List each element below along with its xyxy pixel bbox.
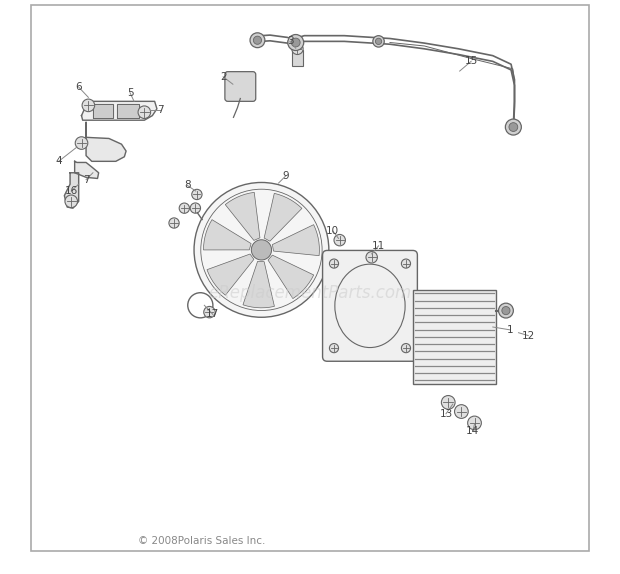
Polygon shape (203, 220, 251, 250)
Text: 4: 4 (55, 156, 62, 166)
Text: © 2008Polaris Sales Inc.: © 2008Polaris Sales Inc. (138, 536, 265, 546)
Text: 17: 17 (206, 309, 219, 319)
Circle shape (254, 36, 262, 44)
Text: 13: 13 (440, 409, 453, 419)
Text: 15: 15 (464, 56, 477, 67)
Text: 9: 9 (283, 170, 290, 181)
Circle shape (467, 416, 481, 430)
Text: 12: 12 (521, 331, 535, 340)
Circle shape (75, 137, 88, 149)
Circle shape (502, 307, 510, 315)
Circle shape (288, 34, 304, 51)
Polygon shape (264, 193, 302, 241)
Circle shape (366, 251, 378, 263)
Polygon shape (86, 122, 126, 161)
Circle shape (329, 344, 339, 352)
Text: 6: 6 (76, 82, 82, 92)
Text: 5: 5 (126, 88, 133, 98)
Polygon shape (243, 261, 275, 308)
Circle shape (498, 303, 513, 318)
Circle shape (250, 33, 265, 48)
Polygon shape (268, 255, 314, 298)
Polygon shape (225, 192, 260, 241)
Text: 14: 14 (466, 426, 479, 436)
Text: 2: 2 (220, 72, 226, 82)
Text: 16: 16 (64, 186, 78, 196)
Circle shape (454, 405, 468, 418)
Circle shape (505, 119, 521, 135)
Text: 7: 7 (157, 105, 164, 115)
Circle shape (82, 99, 95, 111)
Circle shape (291, 38, 300, 47)
Polygon shape (272, 224, 319, 255)
Polygon shape (117, 104, 139, 118)
Circle shape (329, 259, 339, 268)
FancyBboxPatch shape (322, 250, 417, 361)
Bar (292, 50, 303, 66)
Circle shape (169, 218, 179, 228)
Circle shape (190, 203, 200, 213)
Polygon shape (207, 254, 254, 295)
Circle shape (401, 344, 410, 352)
Text: 3: 3 (286, 36, 293, 46)
Circle shape (65, 195, 78, 208)
Polygon shape (81, 102, 157, 120)
Text: 10: 10 (326, 226, 339, 236)
Text: 8: 8 (184, 180, 190, 191)
Circle shape (292, 43, 303, 55)
Polygon shape (64, 173, 79, 208)
Circle shape (179, 203, 190, 214)
Circle shape (251, 240, 272, 260)
Circle shape (373, 36, 384, 47)
Circle shape (375, 38, 382, 45)
Text: eReplacementParts.com: eReplacementParts.com (208, 284, 412, 302)
Text: 7: 7 (82, 174, 89, 185)
FancyBboxPatch shape (225, 72, 255, 102)
Circle shape (509, 123, 518, 131)
Circle shape (441, 395, 455, 409)
Bar (413, 290, 495, 384)
Circle shape (334, 234, 345, 246)
Polygon shape (93, 104, 113, 118)
Text: 1: 1 (507, 325, 513, 335)
Circle shape (401, 259, 410, 268)
Circle shape (204, 307, 215, 318)
Text: 11: 11 (372, 241, 385, 251)
Circle shape (194, 183, 329, 317)
Circle shape (192, 189, 202, 200)
Circle shape (138, 106, 151, 118)
Polygon shape (74, 161, 99, 179)
